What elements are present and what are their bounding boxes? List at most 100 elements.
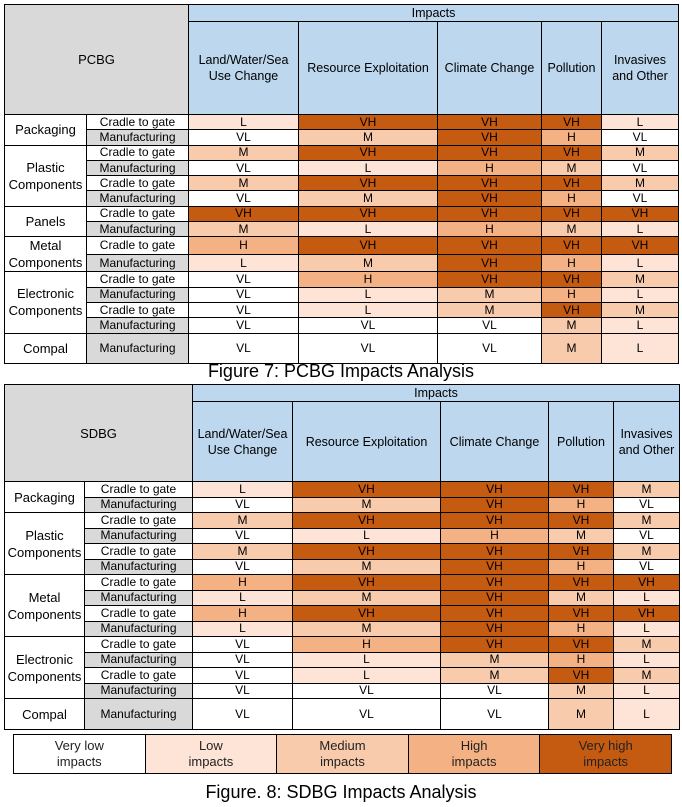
- impact-cell: L: [192, 481, 293, 498]
- impact-cell: VH: [548, 512, 614, 529]
- column-header: Pollution: [541, 21, 602, 115]
- impact-cell: M: [192, 543, 293, 560]
- table-row: Manufacturing VL VL VL M L: [5, 317, 679, 334]
- impact-cell: VL: [188, 286, 299, 303]
- impact-cell: M: [298, 190, 438, 207]
- table-row: Manufacturing VL L H M VL: [5, 159, 679, 177]
- impact-cell: VH: [437, 190, 542, 207]
- impact-cell: M: [541, 221, 602, 238]
- stage-label: Cradle to gate: [86, 175, 189, 192]
- group-label: Electronic Components: [4, 636, 85, 699]
- impacts-header: Impacts: [192, 384, 680, 402]
- sdbg-impacts-table: SDBG Impacts Land/Water/Sea Use Change Reso…: [4, 384, 680, 730]
- impact-cell: VH: [440, 558, 549, 575]
- impact-cell: VH: [613, 574, 680, 591]
- impact-cell: VL: [188, 159, 299, 177]
- impact-cell: L: [292, 527, 441, 544]
- stage-label: Manufacturing: [86, 159, 189, 177]
- legend-item: Low impacts: [144, 735, 277, 773]
- impact-cell: H: [440, 527, 549, 544]
- impact-cell: H: [548, 620, 614, 637]
- impact-cell: L: [613, 589, 680, 606]
- impact-cell: L: [601, 113, 679, 131]
- impact-cell: VL: [437, 332, 542, 364]
- table-row: Manufacturing VL M VH H VL: [5, 558, 680, 575]
- stage-label: Cradle to gate: [84, 481, 193, 498]
- impact-cell: M: [437, 301, 542, 319]
- impact-cell: VH: [541, 175, 602, 192]
- impact-cell: VL: [192, 667, 293, 684]
- impact-cell: VH: [541, 144, 602, 161]
- table-row: Plastic Components Cradle to gate M VH VH VH M: [4, 144, 679, 207]
- impact-cell: VH: [292, 605, 441, 622]
- impact-cell: VL: [440, 682, 549, 699]
- stage-label: Cradle to gate: [86, 301, 189, 319]
- impact-cell: VL: [192, 527, 293, 544]
- impact-cell: VH: [440, 605, 549, 622]
- impact-cell: VH: [298, 144, 438, 161]
- impact-cell: VH: [548, 636, 614, 653]
- table-row: Manufacturing L M VH H L: [5, 620, 680, 637]
- impact-cell: VL: [188, 190, 299, 207]
- impact-cell: H: [548, 558, 614, 575]
- impact-cell: H: [188, 236, 299, 255]
- table-row: Cradle to gate M VH VH VH M: [5, 543, 680, 560]
- column-header: Invasives and Other: [601, 21, 679, 115]
- impact-cell: M: [437, 286, 542, 303]
- impact-cell: VL: [192, 651, 293, 668]
- impact-cell: VH: [298, 205, 438, 223]
- table-row: Manufacturing L M VH M L: [5, 589, 680, 606]
- impact-cell: H: [541, 129, 602, 146]
- impact-cell: VH: [298, 113, 438, 131]
- impact-cell: VH: [548, 574, 614, 591]
- table-row: Cradle to gate VL L M VH M: [5, 301, 679, 319]
- stage-label: Manufacturing: [84, 620, 193, 637]
- table-row: Packaging Cradle to gate L VH VH VH L: [4, 113, 679, 146]
- impact-cell: M: [548, 589, 614, 606]
- stage-label: Manufacturing: [86, 190, 189, 207]
- impact-cell: VL: [440, 698, 549, 730]
- impact-cell: VH: [292, 543, 441, 560]
- impact-cell: H: [541, 286, 602, 303]
- impact-cell: VL: [188, 271, 299, 288]
- impact-cell: H: [437, 159, 542, 177]
- stage-label: Manufacturing: [84, 651, 193, 668]
- impact-cell: H: [541, 190, 602, 207]
- impact-cell: VH: [541, 301, 602, 319]
- impact-cell: L: [298, 221, 438, 238]
- impact-cell: H: [541, 253, 602, 273]
- impact-cell: L: [292, 651, 441, 668]
- impact-cell: VL: [437, 317, 542, 334]
- stage-label: Cradle to gate: [86, 144, 189, 161]
- impact-cell: VL: [188, 317, 299, 334]
- impact-cell: VL: [192, 682, 293, 699]
- column-header: Climate Change: [440, 401, 549, 482]
- table-row: Manufacturing VL L H M VL: [5, 527, 680, 544]
- legend-item: High impacts: [407, 735, 540, 773]
- impact-cell: VL: [613, 496, 680, 513]
- impact-cell: VH: [440, 496, 549, 513]
- stage-label: Cradle to gate: [86, 113, 189, 131]
- table-row: Metal Components Cradle to gate H VH VH VH VH: [4, 574, 680, 637]
- impact-cell: VH: [601, 205, 679, 223]
- stage-label: Manufacturing: [86, 332, 189, 364]
- impact-cell: M: [292, 620, 441, 637]
- impact-cell: M: [188, 175, 299, 192]
- impact-cell: M: [440, 651, 549, 668]
- impact-cell: VH: [548, 605, 614, 622]
- impact-cell: M: [292, 496, 441, 513]
- column-header: Land/Water/Sea Use Change: [188, 21, 299, 115]
- stage-label: Manufacturing: [84, 527, 193, 544]
- stage-label: Cradle to gate: [84, 605, 193, 622]
- impact-cell: VH: [292, 481, 441, 498]
- impact-cell: M: [192, 512, 293, 529]
- impact-cell: H: [192, 574, 293, 591]
- impact-cell: VH: [440, 589, 549, 606]
- group-label: Compal: [4, 332, 87, 364]
- column-header: Pollution: [548, 401, 614, 482]
- impact-cell: VH: [548, 543, 614, 560]
- stage-label: Manufacturing: [86, 129, 189, 146]
- impact-cell: L: [613, 651, 680, 668]
- impact-cell: VH: [437, 205, 542, 223]
- impact-cell: VL: [601, 190, 679, 207]
